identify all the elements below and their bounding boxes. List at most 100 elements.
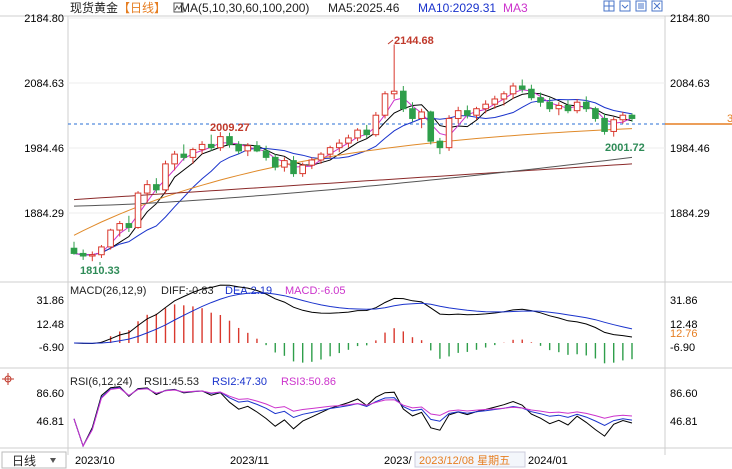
rsi-label: RSI(6,12,24): [70, 376, 132, 388]
grid-icon[interactable]: [603, 0, 615, 12]
candle-body: [134, 192, 142, 228]
candle-body: [409, 108, 416, 119]
candle-body: [619, 114, 627, 121]
ma10-value: MA10:2029.31: [418, 1, 496, 15]
candle-body: [601, 117, 608, 132]
ma-label: MA(5,10,30,60,100,200): [180, 1, 309, 15]
candle-body: [125, 223, 133, 228]
period-button-label: 日线: [12, 454, 36, 468]
candle-body: [628, 114, 636, 119]
macd-dea-line: [73, 292, 633, 344]
candle-body: [482, 103, 489, 110]
close-icon[interactable]: [651, 0, 663, 12]
date-label: 2023/: [384, 455, 412, 467]
rsi1-value: RSI1:45.53: [144, 376, 199, 388]
candle-body: [500, 93, 508, 100]
ma-line-icon: [174, 3, 183, 11]
candle-body: [354, 129, 361, 139]
rsi-tick: 86.60: [670, 388, 698, 400]
macd-tick: 31.86: [36, 295, 64, 307]
candle-body: [308, 159, 316, 166]
candle-body: [427, 111, 435, 142]
rsi-tick: 86.60: [36, 388, 64, 400]
candle-body: [464, 110, 471, 116]
price-tick: 1884.29: [24, 208, 64, 220]
candle-body: [418, 111, 425, 119]
cursor-date-box: [414, 451, 526, 468]
candle-body: [445, 117, 453, 149]
mid-high-annotation: 2009.27: [210, 122, 250, 134]
macd-tick: 12.48: [36, 319, 64, 331]
macd-indicator: [73, 284, 633, 364]
candle-body: [363, 129, 371, 136]
period-button[interactable]: [1, 451, 67, 469]
candle-body: [326, 147, 334, 155]
candle-body: [153, 184, 160, 191]
price-tick: 1984.46: [24, 143, 64, 155]
candle-body: [537, 97, 544, 103]
candle-body: [436, 140, 444, 149]
rsi-tick: 46.81: [36, 416, 64, 428]
ma3-line: [73, 89, 633, 256]
moving-averages: [73, 89, 633, 256]
low-annotation: 1810.33: [80, 265, 120, 277]
candle-body: [107, 229, 114, 248]
candle-body: [116, 223, 124, 231]
macd-tick: -6.90: [670, 342, 695, 354]
macd-diff-line: [73, 284, 633, 345]
date-label: 2023/11: [230, 455, 269, 467]
candle-body: [79, 252, 87, 257]
macd-tick: -6.90: [39, 342, 64, 354]
chevron-down-icon[interactable]: [50, 458, 56, 463]
candle-body: [400, 90, 407, 110]
candle-body: [390, 90, 398, 95]
ma-settings-icon[interactable]: [173, 2, 184, 13]
candle-body: [253, 145, 261, 152]
price-axis-right: 2184.80 2084.63 1984.46 1884.29: [670, 13, 710, 220]
macd-dea: DEA:2.19: [225, 285, 272, 297]
candle-body: [281, 160, 288, 168]
candle-body: [171, 153, 178, 165]
candle-body: [573, 101, 581, 112]
candle-body: [180, 153, 188, 158]
current-price-marker: 3: [727, 113, 732, 125]
macd-value: MACD:-6.05: [285, 285, 346, 297]
candle-body: [98, 246, 105, 256]
candle-body: [592, 108, 599, 119]
candle-body: [262, 150, 270, 158]
rsi-tick: 46.81: [670, 416, 698, 428]
rsi-indicator: [73, 386, 633, 448]
high-pointer: [387, 39, 394, 45]
candle-body: [546, 101, 553, 110]
candlesticks: [70, 44, 636, 262]
candle-body: [454, 110, 462, 119]
list-icon[interactable]: [635, 0, 647, 12]
candle-body: [509, 85, 517, 95]
price-tick: 1984.46: [670, 143, 710, 155]
rsi-settings-icon[interactable]: [2, 373, 14, 385]
candle-body: [290, 160, 297, 175]
candle-body: [235, 143, 242, 152]
candle-body: [162, 163, 169, 191]
candle-body: [610, 119, 618, 132]
candle-body: [70, 247, 78, 254]
candle-body: [555, 104, 563, 110]
candle-body: [207, 143, 215, 149]
candle-body: [271, 156, 279, 168]
expand-icon[interactable]: [619, 0, 631, 12]
high-annotation: 2144.68: [394, 35, 434, 47]
ma100-line: [73, 156, 633, 207]
candle-body: [244, 145, 252, 152]
ma10-line: [73, 98, 633, 256]
macd-tick: 12.48: [670, 319, 698, 331]
candle-body: [518, 85, 526, 90]
chart-title: 现货黄金: [70, 0, 118, 15]
candle-body: [491, 98, 499, 105]
price-tick: 2084.63: [24, 78, 64, 90]
rsi2-line: [73, 387, 633, 448]
macd-current: 12.76: [670, 328, 698, 340]
candle-body: [335, 142, 343, 149]
candle-body: [88, 254, 96, 257]
cursor-date: 2023/12/08 星期五: [419, 454, 510, 467]
